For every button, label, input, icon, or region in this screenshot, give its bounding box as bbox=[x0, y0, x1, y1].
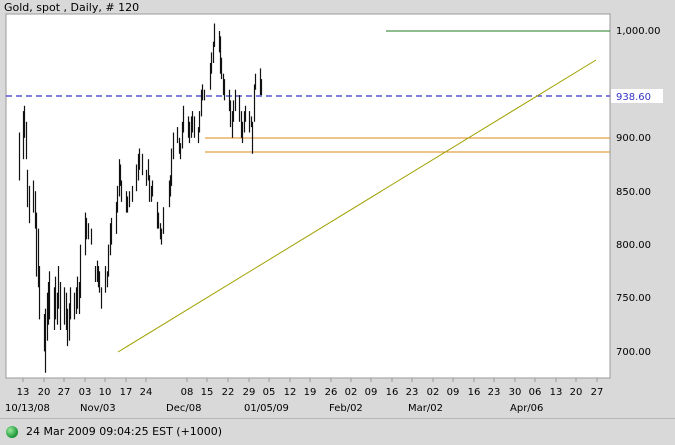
x-day-label: 24 bbox=[140, 387, 153, 398]
y-tick-label: 900.00 bbox=[616, 133, 651, 144]
x-day-label: 30 bbox=[509, 387, 522, 398]
x-day-label: 23 bbox=[406, 387, 419, 398]
x-day-label: 29 bbox=[243, 387, 256, 398]
x-day-label: 02 bbox=[427, 387, 440, 398]
current-price-label: 938.60 bbox=[616, 92, 651, 103]
x-day-label: 17 bbox=[120, 387, 133, 398]
chart-title: Gold, spot , Daily, # 120 bbox=[4, 1, 140, 14]
y-tick-label: 800.00 bbox=[616, 240, 651, 251]
ohlc-bars bbox=[18, 23, 263, 373]
x-day-label: 19 bbox=[304, 387, 317, 398]
price-chart: 1,000.00 938.60 900.00 850.00 800.00 750… bbox=[5, 13, 663, 414]
x-month-label: Dec/08 bbox=[166, 403, 201, 414]
status-bar: 24 Mar 2009 09:04:25 EST (+1000) bbox=[0, 418, 675, 445]
x-day-label: 20 bbox=[38, 387, 51, 398]
x-month-label: Apr/06 bbox=[510, 403, 543, 414]
x-month-label: Feb/02 bbox=[329, 403, 363, 414]
plot-area bbox=[5, 13, 611, 379]
x-day-label: 03 bbox=[79, 387, 92, 398]
x-day-label: 26 bbox=[325, 387, 338, 398]
y-tick-label: 750.00 bbox=[616, 293, 651, 304]
x-day-label: 27 bbox=[58, 387, 71, 398]
x-month-label: 01/05/09 bbox=[244, 403, 289, 414]
status-indicator-icon bbox=[6, 426, 18, 438]
price-axis-labels: 1,000.00 938.60 900.00 850.00 800.00 750… bbox=[611, 26, 663, 358]
x-day-label: 13 bbox=[550, 387, 563, 398]
time-axis-labels: 13 20 27 03 10 17 24 08 15 22 29 05 12 19 26 02 09 16 23 02… bbox=[5, 378, 603, 414]
x-day-label: 16 bbox=[386, 387, 399, 398]
y-tick-label: 850.00 bbox=[616, 187, 651, 198]
x-day-label: 06 bbox=[529, 387, 542, 398]
x-day-label: 05 bbox=[263, 387, 276, 398]
x-month-label: Nov/03 bbox=[80, 403, 116, 414]
x-day-label: 13 bbox=[17, 387, 30, 398]
reference-lines bbox=[6, 30, 610, 353]
x-day-label: 23 bbox=[488, 387, 501, 398]
current-price-marker bbox=[611, 89, 663, 103]
y-tick-label: 700.00 bbox=[616, 347, 651, 358]
trendline bbox=[117, 59, 597, 353]
x-month-label: Mar/02 bbox=[408, 403, 443, 414]
x-day-label: 22 bbox=[222, 387, 235, 398]
x-day-label: 27 bbox=[591, 387, 604, 398]
x-day-label: 09 bbox=[447, 387, 460, 398]
x-day-label: 20 bbox=[570, 387, 583, 398]
x-day-label: 10 bbox=[99, 387, 112, 398]
x-month-label: 10/13/08 bbox=[5, 403, 50, 414]
x-day-label: 02 bbox=[345, 387, 358, 398]
status-timestamp: 24 Mar 2009 09:04:25 EST (+1000) bbox=[26, 425, 223, 438]
x-day-label: 15 bbox=[201, 387, 214, 398]
x-day-label: 16 bbox=[468, 387, 481, 398]
x-day-label: 12 bbox=[284, 387, 297, 398]
x-day-label: 09 bbox=[365, 387, 378, 398]
x-day-label: 08 bbox=[181, 387, 194, 398]
y-tick-label: 1,000.00 bbox=[616, 26, 661, 37]
